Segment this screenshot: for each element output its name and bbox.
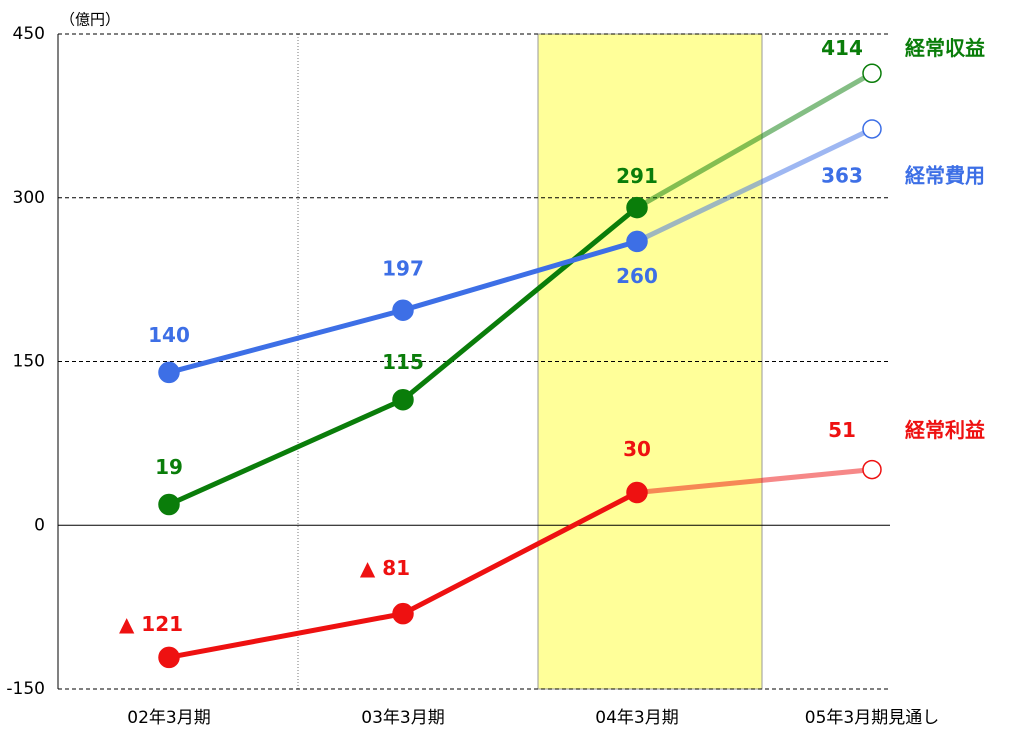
data-label: 291: [616, 164, 658, 188]
point: [158, 361, 180, 384]
legend-label: 経常費用: [905, 163, 985, 187]
y-tick-label: 300: [13, 188, 45, 208]
data-label: 115: [382, 350, 424, 374]
data-label: 197: [382, 257, 424, 281]
y-tick-label: -150: [6, 679, 45, 699]
legend-label: 経常利益: [905, 418, 985, 442]
point: [862, 63, 882, 84]
point: [392, 299, 414, 321]
point: [158, 646, 180, 669]
data-label: 414: [821, 36, 863, 60]
point: [158, 493, 180, 516]
data-label: 260: [616, 264, 658, 288]
point: [626, 196, 648, 219]
data-label: 140: [148, 323, 190, 347]
x-tick-label: 04年3月期: [595, 708, 678, 728]
point: [392, 388, 414, 411]
y-tick-label: 0: [34, 515, 45, 535]
point: [862, 119, 882, 139]
data-label: ▲ 81: [360, 556, 410, 580]
forecast-line: [635, 126, 874, 244]
x-tick-label: 02年3月期: [127, 708, 210, 728]
point: [626, 230, 648, 253]
x-tick-label: 03年3月期: [361, 708, 444, 728]
y-tick-label: 450: [13, 24, 45, 44]
data-label: 51: [828, 418, 856, 442]
data-label: 30: [623, 437, 651, 461]
x-tick-label: 05年3月期見通し: [805, 708, 939, 728]
point: [392, 602, 414, 625]
y-axis-label: （億円）: [60, 11, 120, 29]
forecast-line: [636, 467, 873, 495]
point: [626, 481, 648, 504]
legend-label: 経常収益: [905, 36, 985, 60]
point: [862, 459, 882, 480]
data-label: 19: [155, 455, 183, 479]
data-label: 363: [821, 163, 863, 187]
data-label: ▲ 121: [119, 612, 183, 636]
forecast-line: [635, 71, 874, 210]
y-tick-label: 150: [13, 352, 45, 372]
